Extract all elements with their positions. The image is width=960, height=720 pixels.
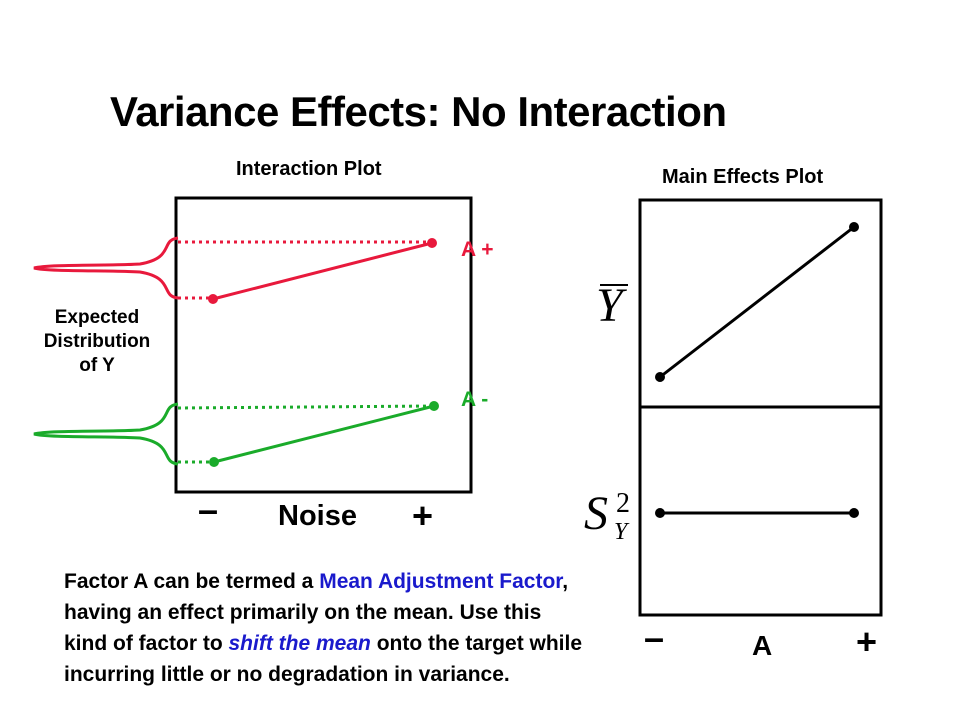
description-highlight-mean-adjustment: Mean Adjustment Factor [319, 570, 563, 593]
a-minus-point-low [209, 457, 219, 467]
main-effects-plot-title: Main Effects Plot [662, 166, 824, 188]
slide-title: Variance Effects: No Interaction [110, 88, 727, 135]
distribution-label-line-2: Distribution [43, 331, 151, 352]
distribution-label-line-1: Expected [54, 307, 140, 328]
distribution-label-line-3: of Y [79, 355, 115, 376]
variance-superscript: 2 [616, 488, 630, 519]
variance-point-low [655, 508, 665, 518]
variance-subscript: Y [614, 519, 628, 545]
a-plus-axis-label: + [856, 621, 878, 662]
description-part-3: onto the target while incurring little o… [64, 632, 583, 686]
description-part-1: Factor A can be termed a [64, 570, 320, 593]
interaction-plot-frame [174, 196, 473, 494]
series-label-a-plus: A + [461, 238, 494, 261]
mean-y-label: Y [596, 279, 628, 332]
variance-base-letter: S [584, 487, 608, 540]
noise-plus-label: + [412, 495, 434, 536]
a-plus-point-low [208, 294, 218, 304]
a-minus-point-high [429, 401, 439, 411]
a-minus-line [213, 404, 435, 464]
mean-effect-line [659, 225, 855, 379]
noise-minus-label: – [198, 489, 219, 530]
description-part-2: , having an effect primarily on the mean… [64, 570, 569, 655]
a-minus-axis-label: – [644, 617, 665, 658]
variance-point-high [849, 508, 859, 518]
mean-bar-symbol [600, 284, 628, 286]
variance-y-label: S 2 Y [584, 487, 630, 545]
mean-point-low [655, 372, 665, 382]
noise-axis-label: Noise [278, 500, 357, 532]
a-axis-label: A [752, 630, 773, 661]
a-plus-point-high [427, 238, 437, 248]
interaction-plot-title: Interaction Plot [236, 158, 382, 180]
a-plus-distribution-curve [33, 236, 179, 300]
description-text: Factor A can be termed a Mean Adjustment… [64, 566, 584, 690]
series-label-a-minus: A - [461, 388, 489, 411]
mean-y-letter: Y [596, 279, 623, 332]
description-highlight-shift-mean: shift the mean [228, 632, 371, 655]
distribution-label: Expected Distribution of Y [28, 306, 166, 378]
a-plus-line [212, 241, 433, 301]
mean-point-high [849, 222, 859, 232]
a-minus-distribution-curve [33, 402, 179, 466]
a-minus-high-projection [177, 404, 435, 410]
